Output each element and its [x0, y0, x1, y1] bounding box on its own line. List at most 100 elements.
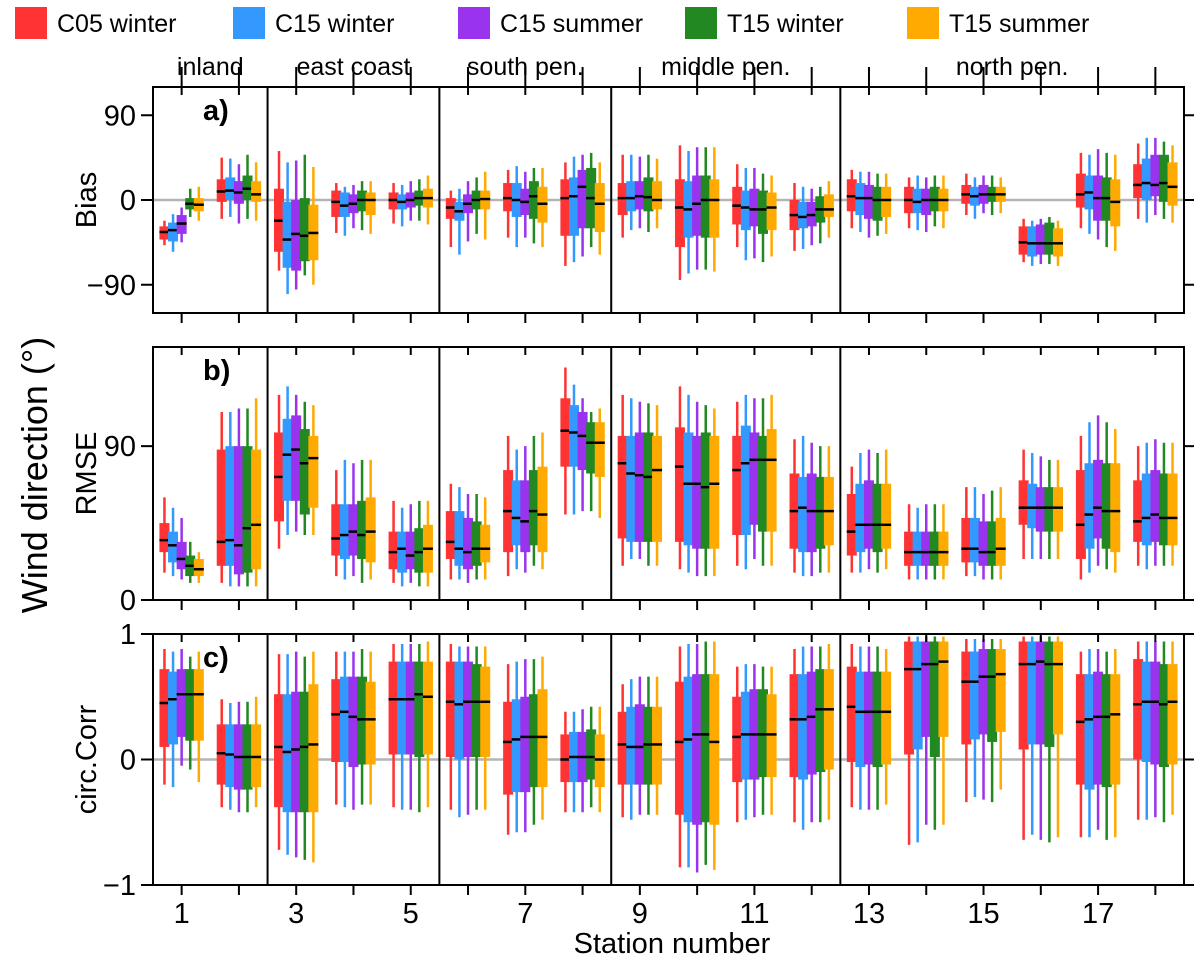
iqr-box [1044, 641, 1055, 747]
iqr-box [881, 483, 892, 549]
iqr-box [568, 177, 579, 236]
iqr-box [348, 676, 359, 768]
box-c15-summer [978, 494, 989, 580]
x-tick-label: 9 [632, 898, 648, 930]
iqr-box [912, 641, 923, 750]
box-c05-winter [674, 386, 685, 570]
iqr-box [282, 694, 293, 813]
iqr-box [987, 649, 998, 742]
iqr-box [1044, 222, 1055, 255]
box-t15-winter [758, 666, 769, 815]
iqr-box [1027, 226, 1038, 257]
iqr-box [463, 661, 474, 757]
box-c05-winter [846, 466, 857, 573]
iqr-box [766, 192, 777, 231]
box-c15-winter [454, 487, 465, 580]
iqr-box [1018, 641, 1029, 750]
box-c15-winter [511, 166, 522, 248]
iqr-box [1110, 463, 1121, 553]
box-t15-summer [480, 646, 491, 810]
iqr-box [594, 422, 605, 477]
box-c15-winter [1084, 422, 1095, 573]
box-c15-winter [168, 214, 179, 252]
box-c05-winter [331, 183, 342, 233]
box-c05-winter [846, 644, 857, 808]
box-c15-summer [291, 394, 302, 532]
iqr-box [683, 432, 694, 546]
box-c15-summer [634, 676, 645, 815]
iqr-box [586, 729, 597, 780]
box-t15-winter [929, 175, 940, 227]
box-t15-winter [185, 188, 196, 217]
iqr-box [274, 694, 285, 808]
panel-label: c) [203, 642, 229, 674]
iqr-box [643, 706, 654, 785]
box-t15-winter [643, 403, 654, 566]
y-tick-label: 0 [120, 585, 136, 617]
box-c15-summer [463, 181, 474, 242]
iqr-box [331, 679, 342, 763]
iqr-box [938, 531, 949, 566]
iqr-box [193, 669, 204, 741]
iqr-box [674, 681, 685, 815]
iqr-box [987, 521, 998, 566]
y-tick-label: −1 [103, 870, 136, 902]
iqr-box [1101, 463, 1112, 549]
iqr-box [904, 641, 915, 755]
box-c15-winter [855, 646, 866, 810]
iqr-box [159, 523, 170, 553]
box-t15-winter [700, 147, 711, 270]
legend-entry: C15 summer [458, 7, 643, 39]
box-t15-summer [537, 656, 548, 820]
box-c05-winter [1133, 641, 1144, 820]
iqr-box [1167, 473, 1178, 546]
x-tick-label: 15 [967, 898, 999, 930]
box-t15-summer [823, 181, 834, 238]
y-tick-label: 90 [104, 431, 136, 463]
box-c05-winter [617, 684, 628, 818]
box-t15-winter [758, 173, 769, 263]
iqr-box [961, 517, 972, 563]
iqr-box [405, 661, 416, 755]
iqr-box [789, 674, 800, 778]
box-t15-winter [643, 676, 654, 815]
panel-3: 1 0 −1 c) circ.Corr [71, 619, 1194, 902]
box-t15-summer [1167, 442, 1178, 566]
box-c05-winter [904, 636, 915, 845]
box-t15-winter [185, 541, 196, 583]
box-t15-summer [251, 162, 262, 221]
iqr-box [855, 671, 866, 768]
box-c05-winter [503, 664, 514, 835]
iqr-box [299, 429, 310, 515]
iqr-box [749, 432, 760, 525]
box-c05-winter [617, 154, 628, 238]
legend: C05 winter C15 winter C15 summer T15 winter… [15, 7, 1089, 39]
iqr-box [921, 531, 932, 566]
box-c15-winter [339, 651, 350, 808]
box-c15-winter [511, 449, 522, 570]
box-t15-summer [652, 405, 663, 566]
iqr-box [511, 480, 522, 546]
box-c15-summer [749, 664, 760, 818]
iqr-box [1150, 661, 1161, 765]
box-c05-winter [159, 649, 170, 785]
iqr-box [652, 181, 663, 210]
box-t15-summer [652, 158, 663, 229]
box-t15-winter [586, 152, 597, 248]
box-c15-winter [568, 384, 579, 515]
iqr-box [282, 418, 293, 501]
iqr-box [626, 435, 637, 542]
iqr-box [766, 694, 777, 778]
iqr-box [594, 734, 605, 788]
box-c15-winter [282, 162, 293, 295]
iqr-box [1075, 470, 1086, 559]
iqr-box [758, 689, 769, 778]
iqr-box [700, 674, 711, 823]
box-c05-winter [445, 483, 456, 580]
box-t15-summer [537, 432, 548, 570]
iqr-box [282, 201, 293, 268]
box-c15-winter [1084, 649, 1095, 838]
box-c15-summer [233, 164, 244, 224]
x-tick-label: 13 [853, 898, 885, 930]
